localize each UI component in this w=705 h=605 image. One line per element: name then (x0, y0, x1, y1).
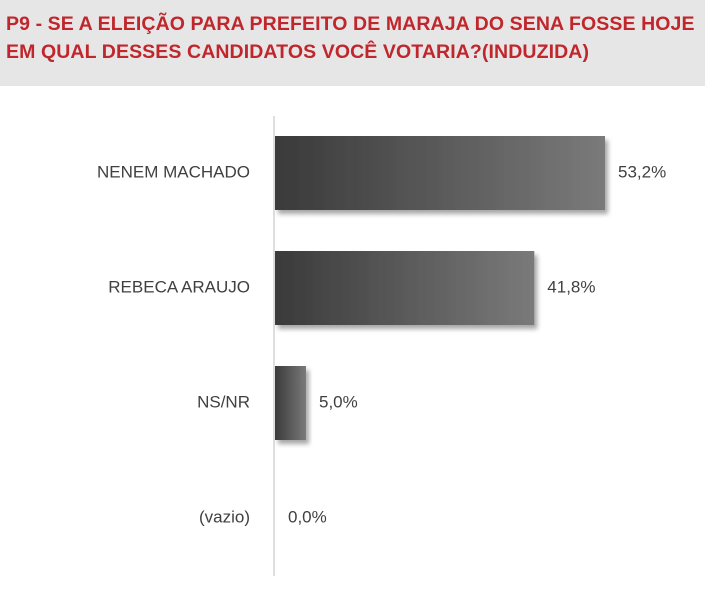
bar (275, 251, 535, 325)
bar (275, 136, 605, 210)
title-banner: P9 - SE A ELEIÇÃO PARA PREFEITO DE MARAJ… (0, 0, 705, 86)
value-label: 41,8% (547, 277, 595, 296)
bar (275, 366, 307, 440)
category-label: (vazio) (199, 507, 250, 526)
value-label: 53,2% (618, 162, 666, 181)
chart-area: NENEM MACHADO 53,2% REBECA ARAUJO 41,8% NS/N… (0, 86, 705, 600)
value-label: 5,0% (319, 392, 358, 411)
category-label: NS/NR (197, 392, 250, 411)
category-label: REBECA ARAUJO (108, 277, 250, 296)
bar-chart: NENEM MACHADO 53,2% REBECA ARAUJO 41,8% NS/N… (97, 116, 666, 576)
chart-title: P9 - SE A ELEIÇÃO PARA PREFEITO DE MARAJ… (6, 13, 695, 63)
category-label: NENEM MACHADO (97, 162, 250, 181)
value-label: 0,0% (288, 507, 327, 526)
